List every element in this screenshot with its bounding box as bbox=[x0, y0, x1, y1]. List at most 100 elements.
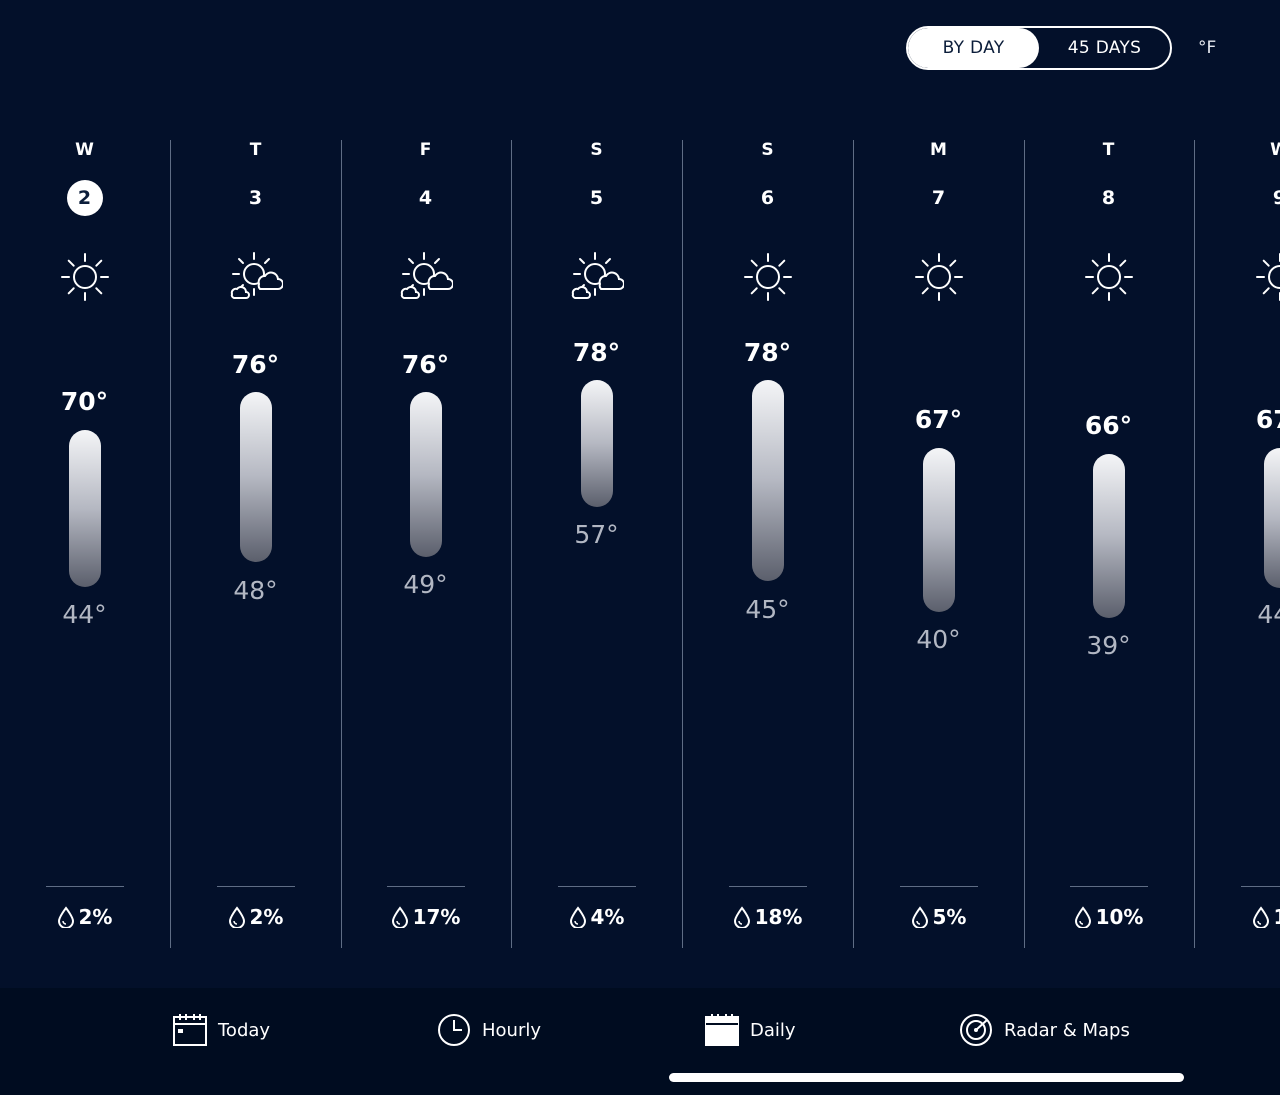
precip-value: 4% bbox=[590, 905, 625, 929]
low-temp: 44° bbox=[62, 600, 107, 629]
radar-icon bbox=[960, 1014, 992, 1046]
day-of-week: S bbox=[590, 140, 603, 160]
temp-range-bar bbox=[922, 448, 955, 612]
day-of-week: M bbox=[930, 140, 947, 160]
column-separator bbox=[341, 140, 342, 948]
low-temp: 44° bbox=[1257, 600, 1280, 629]
raindrop-icon bbox=[733, 906, 750, 928]
home-indicator bbox=[669, 1073, 1184, 1082]
day-column[interactable]: T 3 76° 48° 2% bbox=[170, 0, 341, 960]
precip-value: 18% bbox=[754, 905, 803, 929]
precip-chance: 17% bbox=[340, 905, 511, 929]
partly-cloudy-icon bbox=[230, 252, 284, 299]
day-column[interactable]: S 6 78° 45° 18% bbox=[682, 0, 853, 960]
column-separator bbox=[1024, 140, 1025, 948]
sun-icon bbox=[914, 253, 963, 301]
low-temp: 40° bbox=[916, 625, 961, 654]
temp-range-bar bbox=[239, 392, 272, 562]
raindrop-icon bbox=[391, 906, 408, 928]
nav-today-label: Today bbox=[218, 1019, 271, 1041]
divider bbox=[557, 886, 636, 887]
day-date: 5 bbox=[589, 187, 604, 209]
calendar-filled-icon bbox=[705, 1014, 739, 1046]
precip-chance: 1% bbox=[1194, 905, 1280, 929]
column-separator bbox=[1194, 140, 1195, 948]
nav-hourly-label: Hourly bbox=[482, 1019, 542, 1041]
45-days-toggle-button[interactable]: 45 DAYS bbox=[1067, 38, 1142, 58]
divider bbox=[386, 886, 465, 887]
sun-icon bbox=[1084, 253, 1133, 301]
nav-daily-label: Daily bbox=[750, 1019, 796, 1041]
divider bbox=[899, 886, 978, 887]
column-separator bbox=[170, 140, 171, 948]
divider bbox=[216, 886, 295, 887]
weather-icon bbox=[570, 250, 625, 304]
low-temp: 45° bbox=[745, 595, 790, 624]
partly-cloudy-icon bbox=[571, 252, 625, 299]
high-temp: 78° bbox=[743, 338, 792, 367]
by-day-toggle-button[interactable]: BY DAY bbox=[908, 28, 1039, 68]
precip-value: 10% bbox=[1095, 905, 1144, 929]
high-temp: 66° bbox=[1084, 411, 1133, 440]
precip-chance: 18% bbox=[682, 905, 853, 929]
temp-range-bar bbox=[751, 380, 784, 581]
clock-icon bbox=[438, 1014, 470, 1046]
divider bbox=[1240, 886, 1280, 887]
temp-range-bar bbox=[409, 392, 442, 557]
temp-range-bar bbox=[1263, 448, 1280, 588]
weather-icon bbox=[229, 250, 284, 304]
nav-today[interactable]: Today bbox=[172, 1012, 270, 1048]
day-column[interactable]: F 4 76° 49° 17% bbox=[340, 0, 511, 960]
sun-icon bbox=[1255, 253, 1280, 301]
day-date: 4 bbox=[418, 187, 433, 209]
divider bbox=[1069, 886, 1148, 887]
weather-icon bbox=[741, 250, 795, 304]
high-temp: 70° bbox=[60, 387, 109, 416]
column-separator bbox=[682, 140, 683, 948]
column-separator bbox=[511, 140, 512, 948]
day-column[interactable]: W 2 70° 44° 2% bbox=[0, 0, 170, 960]
raindrop-icon bbox=[57, 906, 74, 928]
temp-range-bar bbox=[580, 380, 613, 507]
weather-icon bbox=[399, 250, 454, 304]
temp-range-bar bbox=[68, 430, 101, 587]
day-column[interactable]: M 7 67° 40° 5% bbox=[853, 0, 1024, 960]
raindrop-icon bbox=[1252, 906, 1269, 928]
day-of-week: F bbox=[419, 140, 432, 160]
temperature-unit-button[interactable]: °F bbox=[1198, 38, 1217, 58]
day-date: 8 bbox=[1101, 187, 1116, 209]
low-temp: 57° bbox=[574, 520, 619, 549]
partly-cloudy-icon bbox=[400, 252, 454, 299]
nav-daily[interactable]: Daily bbox=[704, 1012, 796, 1048]
precip-chance: 2% bbox=[170, 905, 341, 929]
day-column[interactable]: W 9 67° 44° 1% bbox=[1194, 0, 1280, 960]
day-column[interactable]: S 5 78° 57° 4% bbox=[511, 0, 682, 960]
precip-value: 17% bbox=[412, 905, 461, 929]
high-temp: 76° bbox=[231, 350, 280, 379]
precip-chance: 5% bbox=[853, 905, 1024, 929]
bottom-nav: Today Hourly Daily Radar & Maps bbox=[0, 988, 1280, 1095]
high-temp: 78° bbox=[572, 338, 621, 367]
day-date: 7 bbox=[931, 187, 946, 209]
high-temp: 67° bbox=[1255, 405, 1280, 434]
nav-hourly[interactable]: Hourly bbox=[436, 1012, 541, 1048]
day-date: 3 bbox=[248, 187, 263, 209]
calendar-day-icon bbox=[173, 1014, 207, 1046]
weather-icon bbox=[58, 250, 112, 304]
day-column[interactable]: T 8 66° 39° 10% bbox=[1023, 0, 1194, 960]
day-of-week: T bbox=[249, 140, 262, 160]
nav-radar[interactable]: Radar & Maps bbox=[958, 1012, 1130, 1048]
low-temp: 48° bbox=[233, 576, 278, 605]
view-toggle: BY DAY 45 DAYS bbox=[906, 26, 1172, 70]
high-temp: 67° bbox=[914, 405, 963, 434]
raindrop-icon bbox=[911, 906, 928, 928]
column-separator bbox=[853, 140, 854, 948]
day-date: 6 bbox=[760, 187, 775, 209]
day-of-week: T bbox=[1102, 140, 1115, 160]
raindrop-icon bbox=[1074, 906, 1091, 928]
divider bbox=[45, 886, 124, 887]
precip-chance: 10% bbox=[1023, 905, 1194, 929]
precip-chance: 4% bbox=[511, 905, 682, 929]
sun-icon bbox=[60, 253, 109, 301]
weather-icon bbox=[1082, 250, 1136, 304]
